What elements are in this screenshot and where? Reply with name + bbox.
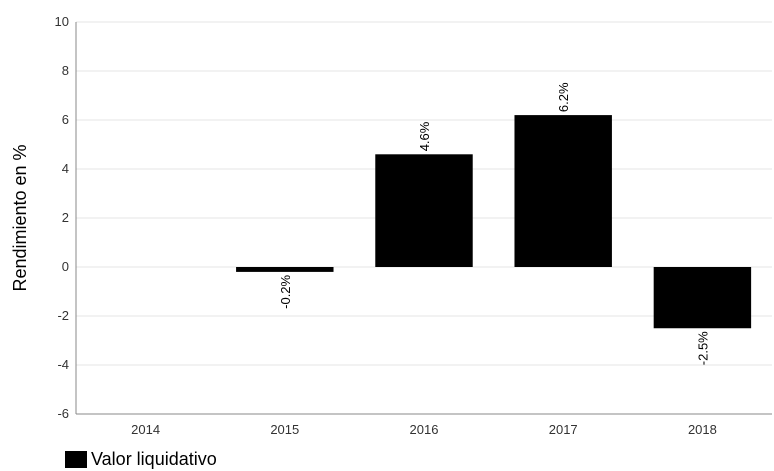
x-tick-label: 2018 bbox=[688, 422, 717, 437]
legend: Valor liquidativo bbox=[65, 448, 217, 470]
bar bbox=[514, 115, 612, 267]
y-tick-label: 6 bbox=[62, 112, 69, 127]
data-label: -2.5% bbox=[695, 331, 710, 365]
y-tick-label: 4 bbox=[62, 161, 69, 176]
x-tick-label: 2017 bbox=[549, 422, 578, 437]
y-tick-label: -6 bbox=[57, 406, 69, 421]
x-tick-label: 2015 bbox=[270, 422, 299, 437]
data-label: -0.2% bbox=[278, 274, 293, 308]
bar bbox=[375, 154, 473, 267]
x-tick-label: 2016 bbox=[410, 422, 439, 437]
legend-label: Valor liquidativo bbox=[91, 448, 217, 469]
y-tick-label: 10 bbox=[55, 14, 69, 29]
y-tick-label: -4 bbox=[57, 357, 69, 372]
bar-chart: 10 8 6 4 2 0 -2 -4 -6 Rendimiento en % 2014 2015 -0.… bbox=[10, 14, 772, 437]
data-label: 6.2% bbox=[556, 82, 571, 112]
bar bbox=[236, 267, 334, 272]
y-tick-label: -2 bbox=[57, 308, 69, 323]
legend-swatch bbox=[65, 450, 87, 468]
y-tick-label: 2 bbox=[62, 210, 69, 225]
y-tick-label: 0 bbox=[62, 259, 69, 274]
x-tick-label: 2014 bbox=[131, 422, 160, 437]
y-axis-title: Rendimiento en % bbox=[10, 144, 30, 291]
y-tick-label: 8 bbox=[62, 63, 69, 78]
data-label: 4.6% bbox=[417, 121, 432, 151]
bar bbox=[653, 267, 752, 329]
